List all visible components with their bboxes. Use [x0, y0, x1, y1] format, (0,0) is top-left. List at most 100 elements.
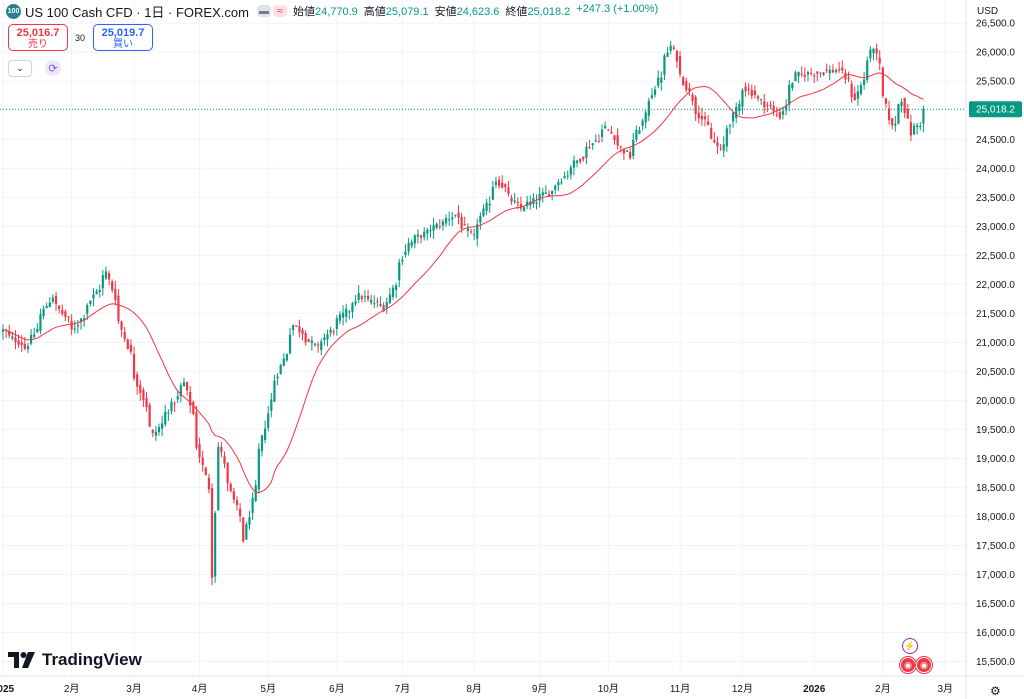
candle-body — [694, 96, 697, 114]
y-tick-label: 17,000.0 — [976, 570, 1015, 581]
candle-body — [73, 328, 76, 330]
candle-body — [214, 513, 217, 577]
candle-body — [192, 402, 195, 415]
candle-body — [884, 98, 888, 104]
y-tick-label: 22,000.0 — [976, 280, 1015, 291]
candle-body — [785, 105, 788, 111]
candle-body — [838, 69, 841, 71]
candle-body — [419, 235, 423, 239]
candle-body — [728, 125, 732, 127]
candle-body — [653, 89, 657, 95]
candle-body — [323, 337, 326, 341]
y-tick-label: 20,000.0 — [976, 396, 1015, 407]
candle-body — [797, 71, 800, 77]
candle-body — [516, 201, 519, 204]
minus-icon[interactable]: ▬ — [256, 5, 271, 17]
approx-icon[interactable]: ≈ — [272, 5, 287, 17]
brand-name: TradingView — [42, 650, 142, 669]
candle-body — [126, 339, 129, 349]
candle-body — [385, 302, 388, 308]
chart-type-pill[interactable]: ▬ ≈ — [256, 5, 287, 17]
y-tick-label: 18,500.0 — [976, 483, 1015, 494]
symbol-title[interactable]: US 100 Cash CFD · 1日 · FOREX.com — [25, 4, 249, 20]
candle-body — [363, 296, 367, 298]
candle-body — [781, 111, 785, 115]
candle-body — [145, 398, 148, 408]
tradingview-logo[interactable]: TradingView — [8, 650, 142, 670]
sell-price: 25,016.7 — [16, 27, 60, 39]
candle-body — [919, 126, 922, 128]
candle-body — [869, 49, 872, 59]
y-tick-label: 15,500.0 — [976, 657, 1015, 668]
candle-body — [273, 380, 276, 402]
x-tick-label: 8月 — [466, 683, 482, 695]
candle-body — [619, 146, 622, 148]
candle-body — [270, 399, 273, 411]
candle-body — [803, 74, 806, 77]
currency-label[interactable]: USD — [977, 6, 999, 17]
candle-body — [594, 140, 597, 142]
candle-body — [666, 52, 669, 57]
candle-body — [722, 144, 725, 151]
candle-body — [242, 517, 245, 542]
candle-body — [136, 374, 139, 387]
candle-body — [357, 292, 360, 301]
candle-body — [444, 218, 448, 224]
candle-body — [335, 318, 338, 329]
candle-body — [154, 431, 157, 436]
candle-body — [575, 160, 579, 164]
candle-body — [819, 72, 822, 74]
candle-body — [675, 50, 679, 62]
candle-body — [903, 97, 906, 114]
candle-body — [217, 446, 220, 510]
candle-body — [179, 385, 182, 397]
candle-body — [763, 101, 766, 108]
candle-body — [738, 103, 741, 111]
lightning-event-icon[interactable]: ⚡ — [902, 638, 918, 654]
candle-body — [469, 231, 473, 233]
candle-body — [164, 411, 167, 425]
refresh-icon[interactable]: ⟳ — [45, 60, 61, 76]
candle-body — [806, 72, 810, 75]
candle-body — [185, 381, 189, 391]
buy-label: 買い — [113, 39, 133, 50]
candle-body — [788, 84, 791, 105]
candle-body — [64, 311, 67, 317]
candle-body — [435, 223, 438, 229]
candle-body — [494, 181, 498, 185]
candle-body — [672, 47, 675, 49]
candle-body — [591, 143, 594, 146]
candle-body — [254, 485, 257, 501]
collapse-button[interactable]: ⌄ — [8, 60, 32, 77]
candle-body — [36, 328, 39, 333]
candle-body — [61, 309, 64, 314]
candle-body — [20, 342, 23, 346]
gear-icon[interactable]: ⚙ — [990, 684, 1001, 698]
candle-body — [688, 88, 691, 91]
candle-body — [563, 176, 566, 178]
candle-body — [48, 302, 51, 308]
candle-body — [33, 334, 36, 337]
x-tick-label: 2月 — [875, 683, 891, 695]
y-tick-label: 25,500.0 — [976, 77, 1015, 88]
us-flag-event-icon[interactable]: ◉ — [916, 657, 932, 673]
candle-body — [710, 127, 713, 139]
x-tick-label: 4月 — [192, 683, 208, 695]
symbol-logo[interactable]: 100 — [6, 3, 21, 19]
candle-body — [454, 214, 457, 216]
us-flag-event-icon[interactable]: ◉ — [900, 657, 916, 673]
candle-body — [54, 296, 58, 305]
low-value: 24,623.6 — [456, 6, 500, 18]
candle-body — [301, 329, 304, 335]
candle-body — [607, 129, 610, 131]
candle-body — [579, 158, 582, 162]
x-tick-label: 2026 — [803, 684, 826, 695]
candle-body — [292, 325, 295, 330]
buy-button[interactable]: 25,019.7 買い — [93, 24, 153, 51]
sell-button[interactable]: 25,016.7 売り — [8, 24, 68, 51]
candle-body — [610, 131, 613, 134]
candle-body — [257, 448, 260, 490]
open-label: 始値 — [292, 6, 315, 18]
candle-body — [189, 391, 192, 406]
